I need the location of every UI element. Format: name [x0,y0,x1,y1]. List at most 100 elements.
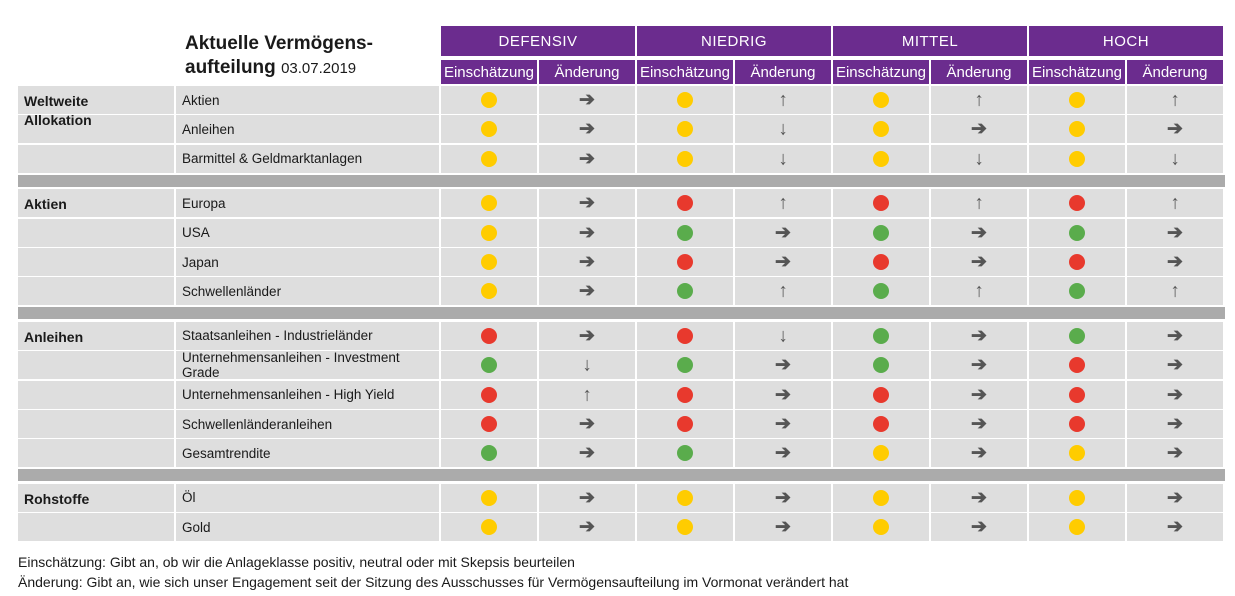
aenderung-cell: ↑ [735,86,831,114]
status-dot-green [481,445,497,462]
status-dot-yellow [873,121,889,138]
einschaetzung-cell [441,439,537,468]
category-cell [18,321,174,350]
aenderung-cell: ➔ [735,218,831,247]
arrow-right-icon: ➔ [579,192,595,214]
status-dot-red [873,195,889,212]
arrow-right-icon: ➔ [775,487,791,509]
einschaetzung-cell [637,410,733,438]
aenderung-cell: ➔ [735,513,831,542]
row-label: Gold [176,513,439,542]
status-dot-yellow [1069,489,1085,506]
status-dot-yellow [677,489,693,506]
arrow-right-icon: ➔ [775,413,791,435]
einschaetzung-cell [441,144,537,173]
aenderung-cell: ➔ [931,483,1027,512]
arrow-right-icon: ➔ [971,325,987,347]
aenderung-cell: ➔ [735,380,831,409]
aenderung-cell: ↑ [931,86,1027,114]
category-cell [18,248,174,276]
status-dot-green [1069,224,1085,241]
aenderung-cell: ➔ [1127,513,1223,542]
row-label: Öl [176,483,439,512]
row-label: Barmittel & Geldmarktanlagen [176,144,439,173]
arrow-right-icon: ➔ [775,442,791,464]
group-header-defensiv: DEFENSIV [441,26,635,56]
arrow-right-icon: ➔ [971,487,987,509]
arrow-right-icon: ➔ [579,413,595,435]
category-label: Aktien [24,196,67,213]
arrow-right-icon: ➔ [1167,442,1183,464]
aenderung-cell: ➔ [1127,321,1223,350]
arrow-down-icon: ↓ [582,354,592,376]
arrow-right-icon: ➔ [971,251,987,273]
arrow-down-icon: ↓ [778,148,788,170]
arrow-up-icon: ↑ [974,89,984,111]
footer-note-einschaetzung: Einschätzung: Gibt an, ob wir die Anlage… [18,554,575,570]
row-label: Schwellenländer [176,277,439,306]
aenderung-cell: ↑ [1127,277,1223,306]
category-cell [18,144,174,173]
status-dot-yellow [873,150,889,167]
status-dot-green [1069,327,1085,344]
section-separator [18,469,1225,482]
einschaetzung-cell [637,248,733,276]
subheader-aenderung: Änderung [931,60,1027,84]
aenderung-cell: ↑ [735,189,831,218]
arrow-right-icon: ➔ [971,222,987,244]
einschaetzung-cell [833,86,929,114]
category-label: Anleihen [24,328,84,345]
einschaetzung-cell [833,189,929,218]
footer-notes: Einschätzung: Gibt an, ob wir die Anlage… [18,552,848,592]
aenderung-cell: ➔ [539,144,635,173]
status-dot-yellow [873,445,889,462]
aenderung-cell: ➔ [1127,483,1223,512]
status-dot-red [481,327,497,344]
einschaetzung-cell [441,277,537,306]
section-separator [18,174,1225,187]
aenderung-cell: ➔ [539,86,635,114]
status-dot-red [1069,416,1085,432]
arrow-right-icon: ➔ [971,118,987,140]
status-dot-yellow [481,150,497,167]
einschaetzung-cell [833,277,929,306]
aenderung-cell: ➔ [735,248,831,276]
status-dot-green [481,357,497,374]
einschaetzung-cell [637,86,733,114]
aenderung-cell: ↓ [539,351,635,380]
arrow-up-icon: ↑ [974,280,984,302]
status-dot-yellow [481,195,497,212]
aenderung-cell: ➔ [1127,410,1223,438]
subheader-aenderung: Änderung [735,60,831,84]
group-header-niedrig: NIEDRIG [637,26,831,56]
einschaetzung-cell [637,351,733,380]
status-dot-red [677,195,693,212]
aenderung-cell: ➔ [931,115,1027,144]
einschaetzung-cell [637,144,733,173]
status-dot-yellow [873,489,889,506]
aenderung-cell: ➔ [539,439,635,468]
status-dot-green [1069,283,1085,300]
arrow-right-icon: ➔ [579,487,595,509]
row-label: Staatsanleihen - Industrieländer [176,321,439,350]
aenderung-cell: ↑ [1127,86,1223,114]
aenderung-cell: ↓ [735,115,831,144]
status-dot-yellow [677,92,693,108]
status-dot-red [677,327,693,344]
arrow-right-icon: ➔ [1167,118,1183,140]
einschaetzung-cell [833,483,929,512]
einschaetzung-cell [1029,351,1125,380]
einschaetzung-cell [1029,86,1125,114]
subheader-aenderung: Änderung [539,60,635,84]
aenderung-cell: ➔ [539,513,635,542]
row-label: Schwellenländeranleihen [176,410,439,438]
einschaetzung-cell [833,410,929,438]
aenderung-cell: ➔ [735,410,831,438]
arrow-right-icon: ➔ [579,118,595,140]
category-cell [18,277,174,306]
einschaetzung-cell [441,321,537,350]
status-dot-yellow [481,489,497,506]
category-cell [18,351,174,380]
footer-note-aenderung: Änderung: Gibt an, wie sich unser Engage… [18,574,849,590]
status-dot-red [677,416,693,432]
